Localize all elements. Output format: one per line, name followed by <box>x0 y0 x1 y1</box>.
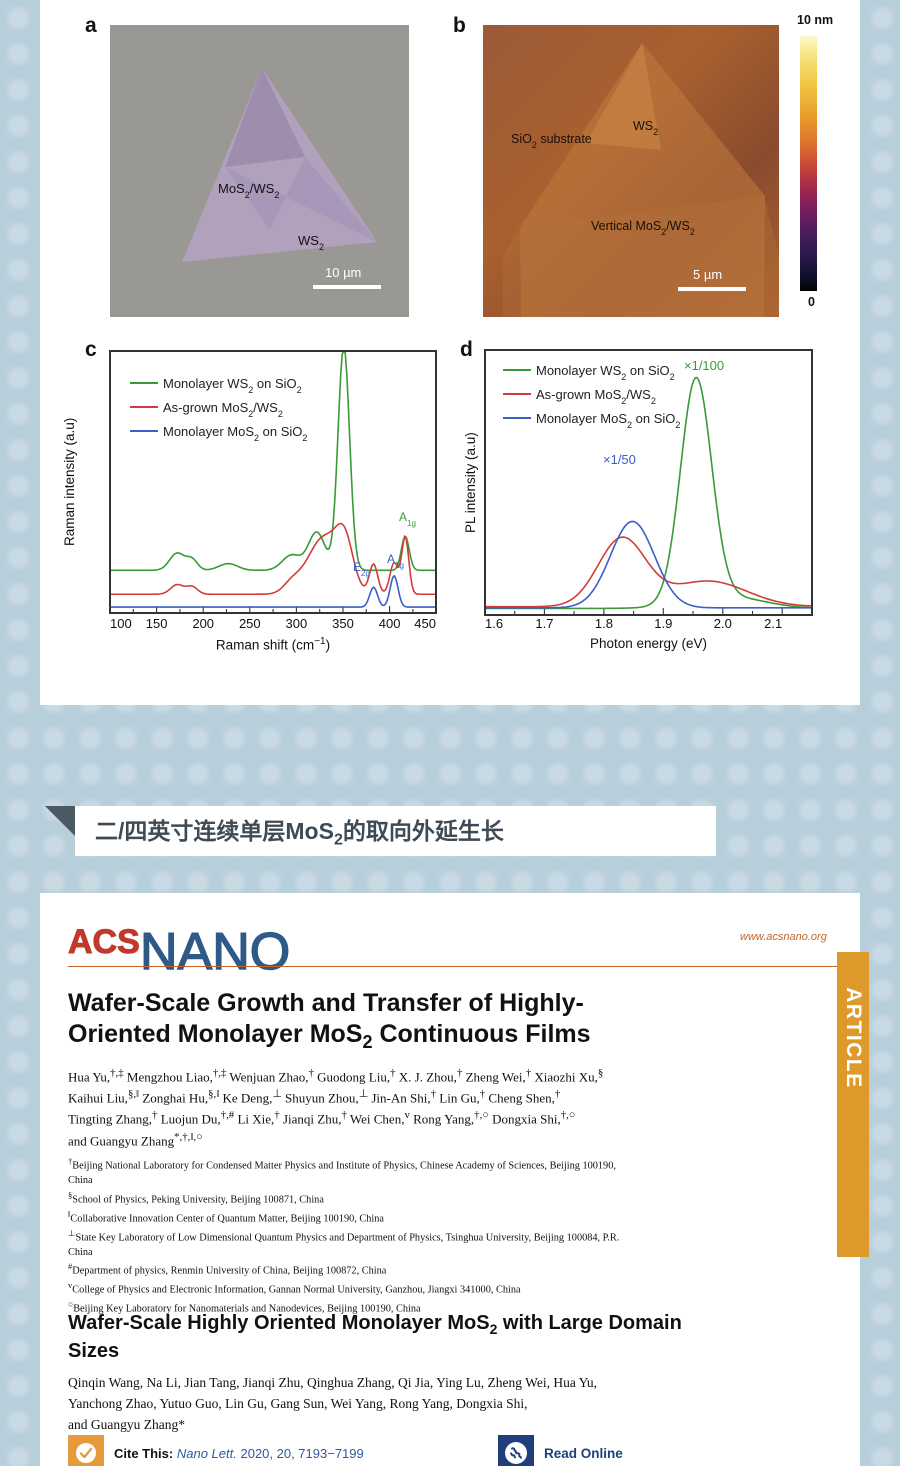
svg-text:1.7: 1.7 <box>535 616 553 631</box>
svg-text:10 µm: 10 µm <box>325 265 361 280</box>
svg-text:150: 150 <box>146 616 168 631</box>
svg-text:2.1: 2.1 <box>764 616 782 631</box>
svg-text:2.0: 2.0 <box>714 616 732 631</box>
svg-text:As-grown MoS2/WS2: As-grown MoS2/WS2 <box>163 400 283 419</box>
svg-text:5 µm: 5 µm <box>693 267 722 282</box>
svg-text:×1/100: ×1/100 <box>684 358 724 373</box>
svg-text:Monolayer MoS2 on SiO2: Monolayer MoS2 on SiO2 <box>163 424 307 443</box>
svg-text:A1g: A1g <box>399 510 416 528</box>
svg-text:NANO: NANO <box>140 923 290 979</box>
svg-text:As-grown MoS2/WS2: As-grown MoS2/WS2 <box>536 387 656 406</box>
svg-text:E2g: E2g <box>353 560 370 578</box>
svg-text:Monolayer WS2 on SiO2: Monolayer WS2 on SiO2 <box>536 363 675 382</box>
svg-text:300: 300 <box>286 616 308 631</box>
svg-text:400: 400 <box>379 616 401 631</box>
svg-text:350: 350 <box>332 616 354 631</box>
svg-text:×1/50: ×1/50 <box>603 452 636 467</box>
svg-text:250: 250 <box>239 616 261 631</box>
svg-text:ACS: ACS <box>68 923 140 961</box>
svg-text:1.9: 1.9 <box>654 616 672 631</box>
svg-text:Monolayer WS2 on SiO2: Monolayer WS2 on SiO2 <box>163 376 302 395</box>
svg-text:100: 100 <box>110 616 132 631</box>
svg-text:1.8: 1.8 <box>595 616 613 631</box>
svg-text:Monolayer MoS2 on SiO2: Monolayer MoS2 on SiO2 <box>536 411 680 430</box>
svg-text:1.6: 1.6 <box>485 616 503 631</box>
svg-text:200: 200 <box>192 616 214 631</box>
svg-text:450: 450 <box>414 616 436 631</box>
